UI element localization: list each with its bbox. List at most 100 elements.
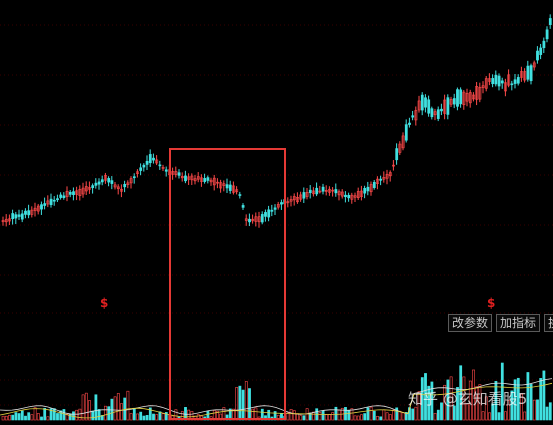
volume-bar: [392, 409, 395, 421]
volume-bar: [539, 378, 543, 421]
volume-bar: [4, 415, 8, 421]
volume-bar: [443, 384, 447, 421]
volume-bar: [161, 413, 165, 421]
candle-body: [17, 214, 21, 217]
volume-bar: [324, 414, 328, 421]
candle-body: [417, 100, 421, 111]
volume-bar: [129, 413, 133, 421]
candle-body: [510, 83, 514, 86]
candle-body: [484, 78, 488, 89]
volume-bar: [36, 413, 40, 421]
volume-bar: [318, 411, 322, 421]
volume-bar: [299, 415, 303, 421]
volume-bar: [17, 413, 21, 421]
candle-body: [244, 218, 248, 221]
volume-bar: [139, 411, 143, 421]
candle-body: [369, 184, 373, 193]
volume-bar: [164, 412, 168, 421]
volume-bar: [369, 406, 373, 421]
candle-body: [145, 160, 149, 165]
volume-bar: [276, 414, 280, 421]
candle-body: [123, 184, 127, 188]
candle-body: [228, 184, 232, 191]
volume-bar: [244, 381, 248, 421]
volume-ma-line: [0, 382, 553, 419]
volume-bar: [113, 396, 117, 421]
candle-body: [84, 186, 88, 192]
candle-body: [382, 177, 386, 180]
volume-ma-line: [0, 378, 553, 415]
candle-body: [520, 71, 523, 78]
volume-bar: [24, 415, 27, 421]
candle-body: [363, 188, 367, 194]
candle-body: [222, 183, 226, 186]
candle-body: [254, 216, 258, 222]
candle-body: [328, 188, 331, 193]
candle-body: [52, 199, 56, 202]
volume-bar: [155, 414, 159, 421]
volume-bar: [264, 415, 267, 421]
volume-bar: [11, 414, 15, 421]
candle-body: [312, 190, 315, 195]
volume-bar: [94, 394, 98, 421]
volume-bar: [196, 414, 200, 421]
candle-body: [324, 190, 328, 192]
candle-body: [216, 181, 219, 184]
candle-body: [366, 186, 370, 192]
candle-body: [203, 178, 207, 182]
candle-body: [385, 173, 389, 179]
volume-bar: [8, 414, 11, 421]
volume-bar: [523, 411, 527, 421]
volume-bar: [260, 408, 264, 421]
candle-body: [516, 77, 520, 84]
volume-bar: [40, 416, 43, 421]
overflow-button[interactable]: 换: [544, 314, 553, 332]
volume-bar: [49, 408, 53, 421]
volume-bar: [56, 413, 59, 421]
candle-body: [305, 192, 309, 197]
candle-body: [171, 171, 175, 175]
volume-bar: [465, 403, 469, 421]
volume-bar: [548, 402, 552, 421]
volume-bar: [468, 380, 472, 421]
candle-body: [321, 186, 325, 192]
candle-body: [184, 175, 187, 182]
candle-body: [334, 189, 338, 194]
modify-params-button[interactable]: 改参数: [448, 314, 493, 332]
volume-bar: [497, 412, 501, 421]
candle-body: [542, 40, 546, 49]
candle-body: [36, 205, 40, 212]
volume-bar: [46, 416, 50, 421]
add-indicator-button[interactable]: 加指标: [496, 314, 541, 332]
candle-body: [529, 65, 533, 82]
candle-body: [468, 92, 472, 104]
candle-body: [523, 71, 527, 81]
candle-body: [379, 178, 383, 181]
candle-body: [196, 176, 200, 180]
candle-body: [155, 159, 159, 164]
candle-body: [152, 157, 155, 161]
volume-bar: [302, 415, 306, 421]
candle-body: [340, 191, 344, 197]
volume-bar: [360, 414, 363, 421]
volume-bar: [456, 387, 459, 421]
candle-body: [411, 115, 415, 118]
volume-bar: [228, 408, 232, 421]
volume-bar: [75, 409, 79, 421]
volume-bar: [545, 406, 549, 421]
volume-bar: [180, 411, 184, 421]
candle-body: [62, 195, 66, 198]
volume-bar: [97, 409, 101, 421]
candle-body: [308, 189, 312, 194]
volume-bar: [529, 384, 533, 421]
volume-bar: [331, 412, 335, 421]
volume-bar: [171, 415, 175, 421]
candle-body: [97, 181, 101, 185]
volume-bar: [379, 416, 383, 421]
volume-bar: [433, 413, 437, 421]
volume-bar: [440, 402, 443, 421]
candle-body: [104, 175, 107, 181]
volume-bar: [267, 409, 271, 421]
volume-bar: [33, 407, 37, 421]
